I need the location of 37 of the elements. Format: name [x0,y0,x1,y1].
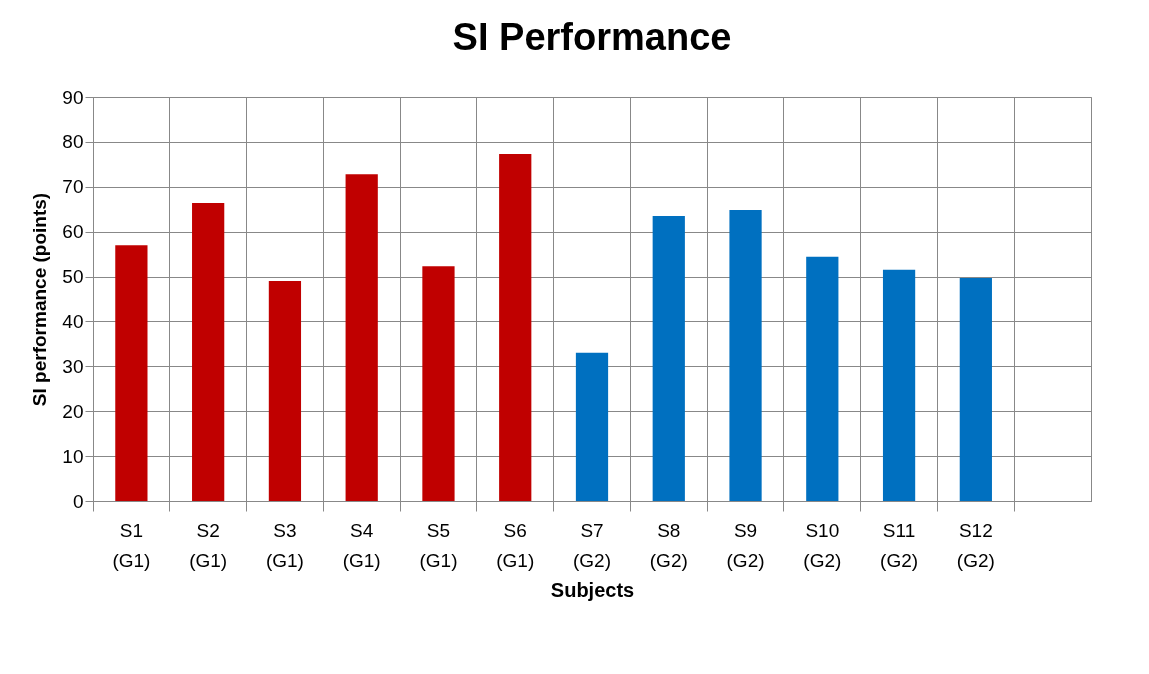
bar [268,281,302,501]
y-tick-label: 30 [62,355,84,377]
bar [575,352,609,501]
x-tick-label: S5 (G1) [419,519,458,571]
x-tick-label: S8 (G2) [649,519,688,571]
x-tick-label: S2 (G1) [189,519,228,571]
bar [192,202,225,501]
x-tick-label: S10 (G2) [803,519,842,571]
y-tick-label: 0 [72,490,84,512]
y-tick-label: 40 [62,310,84,332]
x-tick-label: S3 (G1) [265,519,304,571]
y-tick-label: 20 [62,400,84,422]
x-axis-title: Subjects [550,578,635,601]
y-tick-label: 70 [62,176,84,198]
bar [729,210,762,501]
bar [882,269,916,501]
x-tick-label: S4 (G1) [342,519,381,571]
x-tick-label: S7 (G2) [573,519,611,571]
y-tick-label: 10 [62,445,84,467]
x-tick-label: S1 (G1) [112,519,151,571]
bar [806,256,839,501]
x-tick-label: S9 (G2) [726,519,765,571]
bar [959,277,992,501]
y-tick-label: 80 [62,131,84,153]
x-tick-label: S6 (G1) [496,519,535,571]
y-tick-label: 90 [62,86,84,108]
bar [652,215,685,501]
y-tick-label: 50 [62,266,84,288]
x-tick-label: S11 (G2) [880,519,919,571]
y-axis-title: SI performance (points) [29,192,51,407]
chart-title: SI Performance [452,16,732,58]
bar [115,245,148,501]
bar [499,154,532,501]
bar [422,266,455,501]
y-tick-label: 60 [62,221,84,243]
bar [345,174,378,501]
x-tick-label: S12 (G2) [956,519,995,571]
